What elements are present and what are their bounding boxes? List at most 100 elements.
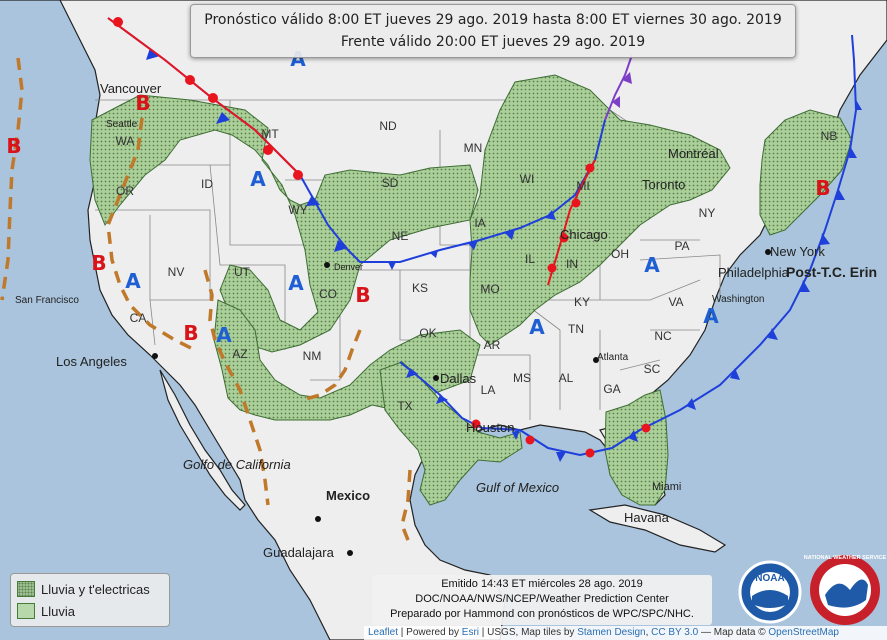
legend-item-rain: Lluvia	[17, 600, 163, 622]
state-label: SC	[644, 362, 661, 376]
warm-front-bumps	[113, 17, 303, 180]
city-label: Toronto	[642, 177, 685, 192]
city-label: Seattle	[106, 119, 138, 130]
city-label: Havana	[624, 510, 670, 525]
svg-text:NATIONAL WEATHER SERVICE: NATIONAL WEATHER SERVICE	[804, 555, 887, 561]
precip-area-northwest	[89, 94, 479, 353]
state-label: SD	[382, 176, 399, 190]
state-label: TX	[397, 399, 412, 413]
forecast-title-box: Pronóstico válido 8:00 ET jueves 29 ago.…	[190, 4, 796, 58]
state-label: IL	[525, 252, 535, 266]
low-center: B	[91, 251, 106, 275]
stationary-front-pips	[406, 98, 862, 462]
city-label: Vancouver	[100, 81, 162, 96]
state-label: ID	[201, 177, 213, 191]
state-label: CA	[130, 311, 147, 325]
occluded-front-marks	[612, 72, 632, 108]
issued-preparer: Preparado por Hammond con pronósticos de…	[390, 608, 694, 620]
state-label: NB	[821, 129, 838, 143]
state-label: PA	[674, 239, 689, 253]
city-label: Mexico	[326, 488, 370, 503]
issued-box: Emitido 14:43 ET miércoles 28 ago. 2019 …	[372, 575, 712, 625]
state-label: AZ	[232, 347, 247, 361]
state-label: IA	[474, 216, 485, 230]
state-label: GA	[603, 382, 620, 396]
state-label: MS	[513, 371, 531, 385]
svg-text:NOAA: NOAA	[755, 573, 784, 584]
pressure-centers: A A A A A A A A B B B B B B	[6, 47, 830, 347]
land-cuba	[588, 504, 727, 553]
rain-swatch	[17, 603, 35, 619]
city-labels: Vancouver Seattle San Francisco Los Ange…	[15, 81, 825, 560]
warm-front-chicago	[547, 159, 596, 286]
issued-agency: DOC/NOAA/NWS/NCEP/Weather Prediction Cen…	[415, 593, 669, 605]
stationary-front-gulf	[399, 34, 858, 457]
state-labels: WA OR ID MT WY ND SD NE CO UT NV CA AZ N…	[116, 119, 838, 413]
state-label: UT	[234, 265, 251, 279]
state-label: LA	[481, 383, 496, 397]
state-label: CO	[319, 287, 337, 301]
forecast-valid-line: Pronóstico válido 8:00 ET jueves 29 ago.…	[204, 12, 782, 28]
cold-front-pips	[146, 48, 556, 270]
legend-label-storms: Lluvia y t'electricas	[41, 581, 150, 597]
water-label: Golfo de California	[183, 457, 291, 472]
state-label: WI	[520, 172, 535, 186]
state-label: OH	[611, 247, 629, 261]
warm-front-chicago-bumps	[547, 163, 595, 273]
state-label: KY	[574, 295, 590, 309]
city-label: Chicago	[560, 227, 608, 242]
low-center: B	[135, 91, 150, 115]
high-center: A	[703, 304, 719, 328]
esri-link[interactable]: Esri	[461, 627, 480, 638]
state-label: NY	[699, 206, 716, 220]
state-label: MO	[480, 282, 499, 296]
legend-label-rain: Lluvia	[41, 603, 75, 619]
cc-link[interactable]: CC BY 3.0	[651, 627, 699, 638]
state-label: KS	[412, 281, 428, 295]
low-center: B	[355, 283, 370, 307]
precip-area-florida	[604, 389, 669, 506]
high-center: A	[125, 269, 141, 293]
city-label: Los Angeles	[56, 354, 127, 369]
high-center: A	[216, 323, 232, 347]
city-label: Philadelphia	[718, 265, 790, 280]
state-label: MI	[576, 179, 589, 193]
precip-area-plains	[469, 74, 731, 346]
low-center: B	[6, 134, 21, 158]
city-label: Miami	[652, 481, 681, 493]
state-label: NV	[168, 265, 185, 279]
high-center: A	[644, 253, 660, 277]
leaflet-link[interactable]: Leaflet	[368, 627, 399, 638]
trough-lines	[0, 57, 412, 546]
city-label: San Francisco	[15, 295, 79, 306]
city-label: New York	[770, 244, 825, 259]
city-label: Houston	[466, 420, 514, 435]
state-label: ND	[379, 119, 397, 133]
water-label: Gulf of Mexico	[476, 480, 559, 495]
state-label: TN	[568, 322, 584, 336]
osm-link[interactable]: OpenStreetMap	[768, 627, 839, 638]
legend: Lluvia y t'electricas Lluvia	[10, 573, 170, 627]
state-label: AR	[484, 338, 501, 352]
city-label: Montréal	[668, 146, 719, 161]
state-label: OK	[419, 326, 436, 340]
state-label: NC	[654, 329, 672, 343]
land-baja	[159, 369, 246, 511]
erin-label: Post-T.C. Erin	[786, 264, 877, 280]
storm-swatch	[17, 581, 35, 597]
city-label: Dallas	[440, 371, 477, 386]
city-label: Washington	[712, 294, 764, 305]
state-label: NE	[392, 229, 409, 243]
stamen-link[interactable]: Stamen Design	[577, 627, 646, 638]
city-label: Atlanta	[597, 352, 629, 363]
city-label: Guadalajara	[263, 545, 335, 560]
stationary-front-bumps	[471, 419, 651, 458]
state-label: VA	[668, 295, 683, 309]
nws-logo: NATIONAL WEATHER SERVICE	[804, 555, 887, 625]
state-label: MT	[261, 127, 279, 141]
state-label: AL	[559, 371, 574, 385]
low-center: B	[183, 321, 198, 345]
city-label: Denver	[334, 262, 363, 272]
high-center: A	[529, 315, 545, 339]
